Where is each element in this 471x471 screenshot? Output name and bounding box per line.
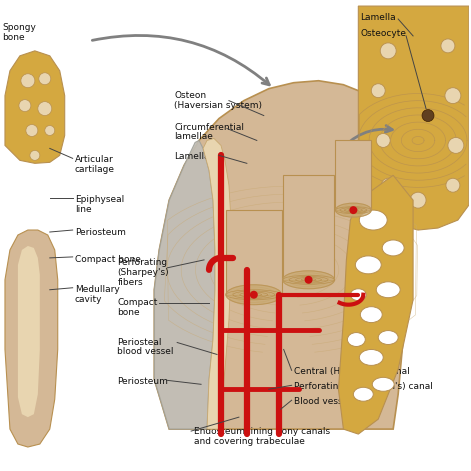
Polygon shape xyxy=(283,175,334,280)
Circle shape xyxy=(45,125,55,136)
Circle shape xyxy=(376,133,390,147)
Text: Perforating (Volkmann's) canal: Perforating (Volkmann's) canal xyxy=(293,382,432,391)
Ellipse shape xyxy=(376,282,400,298)
Ellipse shape xyxy=(353,387,373,401)
Circle shape xyxy=(446,178,460,192)
Circle shape xyxy=(371,84,385,97)
Text: Endosteum lining bony canals: Endosteum lining bony canals xyxy=(194,427,330,436)
Circle shape xyxy=(381,178,395,192)
Polygon shape xyxy=(5,51,65,163)
Circle shape xyxy=(410,192,426,208)
Circle shape xyxy=(21,74,35,88)
Circle shape xyxy=(26,124,38,137)
Ellipse shape xyxy=(335,203,371,217)
Ellipse shape xyxy=(372,377,394,391)
Ellipse shape xyxy=(360,307,382,323)
Text: Spongy: Spongy xyxy=(2,23,36,32)
Circle shape xyxy=(38,102,52,115)
Circle shape xyxy=(39,73,51,85)
Text: fibers: fibers xyxy=(117,278,143,287)
Text: Lamellae: Lamellae xyxy=(174,153,215,162)
Ellipse shape xyxy=(378,331,398,344)
Circle shape xyxy=(445,88,461,104)
Text: lamellae: lamellae xyxy=(174,132,213,141)
Text: Central (Haversian) canal: Central (Haversian) canal xyxy=(293,367,409,376)
Text: Circumferential: Circumferential xyxy=(174,122,244,131)
Circle shape xyxy=(441,39,455,53)
Ellipse shape xyxy=(350,289,366,300)
Text: Articular: Articular xyxy=(74,155,114,164)
Text: bone: bone xyxy=(2,33,24,42)
Circle shape xyxy=(250,291,258,299)
Ellipse shape xyxy=(382,240,404,256)
Circle shape xyxy=(422,110,434,122)
Text: Medullary: Medullary xyxy=(74,285,120,294)
Text: Osteon: Osteon xyxy=(174,91,206,100)
Ellipse shape xyxy=(359,210,387,230)
Text: line: line xyxy=(74,205,91,214)
Ellipse shape xyxy=(283,271,334,289)
Text: blood vessel: blood vessel xyxy=(117,348,174,357)
Text: Osteocyte: Osteocyte xyxy=(360,29,406,38)
Text: Compact: Compact xyxy=(117,298,158,307)
Circle shape xyxy=(448,138,464,154)
Ellipse shape xyxy=(355,256,381,274)
Ellipse shape xyxy=(348,333,365,347)
Ellipse shape xyxy=(359,349,383,365)
Text: Epiphyseal: Epiphyseal xyxy=(74,195,124,204)
Polygon shape xyxy=(154,81,413,429)
Polygon shape xyxy=(154,140,215,429)
Polygon shape xyxy=(5,230,58,447)
Text: bone: bone xyxy=(117,308,140,317)
Polygon shape xyxy=(203,138,231,429)
Circle shape xyxy=(19,100,31,112)
Polygon shape xyxy=(226,210,282,295)
Text: and covering trabeculae: and covering trabeculae xyxy=(194,437,305,446)
Text: Lamella: Lamella xyxy=(360,13,396,22)
Circle shape xyxy=(305,276,313,284)
Text: (Haversian system): (Haversian system) xyxy=(174,101,262,110)
Text: Periosteum: Periosteum xyxy=(74,228,126,237)
Text: cavity: cavity xyxy=(74,295,102,304)
Ellipse shape xyxy=(226,285,282,305)
Text: Perforating: Perforating xyxy=(117,258,168,267)
Text: Compact bone: Compact bone xyxy=(74,255,140,264)
Text: Blood vessel: Blood vessel xyxy=(293,397,350,406)
Circle shape xyxy=(380,43,396,59)
Text: cartilage: cartilage xyxy=(74,165,114,174)
Polygon shape xyxy=(358,6,469,230)
Polygon shape xyxy=(335,140,371,210)
Circle shape xyxy=(349,206,357,214)
Polygon shape xyxy=(339,175,413,434)
Polygon shape xyxy=(18,246,40,417)
Text: Periosteum: Periosteum xyxy=(117,377,168,386)
Text: Periosteal: Periosteal xyxy=(117,338,162,347)
Text: (Sharpey's): (Sharpey's) xyxy=(117,268,169,277)
Circle shape xyxy=(30,150,40,160)
